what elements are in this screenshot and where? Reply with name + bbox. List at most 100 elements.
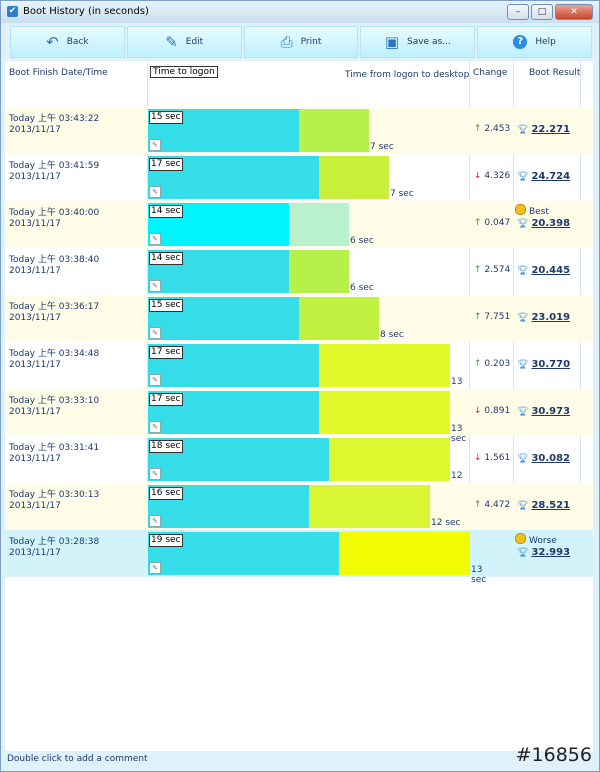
edit-button[interactable]: ✎ Edit (126, 26, 242, 58)
boot-result[interactable]: 🏆︎ 20.445 (517, 265, 570, 276)
boot-row[interactable]: Today 上午 03:41:59 2013/11/17 17 sec ✎ 7 sec ↓… (5, 154, 593, 201)
boot-result[interactable]: 🏆︎ 28.521 (517, 500, 570, 511)
header-time-to-logon[interactable]: Time to logon (150, 66, 218, 78)
arrow-up-icon: ↑ (474, 265, 482, 275)
boot-date: 2013/11/17 (9, 360, 61, 370)
status-bar: Double click to add a comment (1, 751, 599, 771)
change-value: ↑ 0.203 (474, 359, 510, 369)
boot-time-bar: 17 sec✎13 sec (148, 344, 473, 397)
comment-pencil-icon[interactable]: ✎ (149, 468, 161, 480)
arrow-up-icon: ↑ (474, 124, 482, 134)
header-date[interactable]: Boot Finish Date/Time (9, 68, 108, 78)
boot-date: 2013/11/17 (9, 313, 61, 323)
window-title: Boot History (in seconds) (23, 6, 149, 17)
comment-pencil-icon[interactable]: ✎ (149, 139, 161, 151)
comment-pencil-icon[interactable]: ✎ (149, 421, 161, 433)
boot-result[interactable]: 🏆︎ 32.993 (517, 547, 570, 558)
logon-time-bar: 15 sec ✎ (148, 297, 299, 340)
desktop-time-label: 12 sec (431, 518, 461, 528)
logon-time-label: 14 sec (149, 252, 183, 265)
boot-result-value[interactable]: 32.993 (531, 547, 571, 558)
boot-result-value[interactable]: 20.398 (531, 218, 571, 229)
boot-result[interactable]: 🏆︎ 22.271 (517, 124, 570, 135)
result-tag-text: Worse (529, 536, 557, 546)
change-value: ↓ 0.891 (474, 406, 510, 416)
boot-time-bar: 17 sec ✎ 7 sec (148, 156, 473, 199)
boot-history-list[interactable]: Boot Finish Date/Time Time to logon Time… (5, 61, 593, 751)
trophy-icon: 🏆︎ (517, 313, 529, 323)
boot-result-value[interactable]: 20.445 (531, 265, 571, 276)
boot-result-value[interactable]: 24.724 (531, 171, 571, 182)
boot-result[interactable]: 🏆︎ 30.082 (517, 453, 570, 464)
boot-date: 2013/11/17 (9, 172, 61, 182)
trophy-icon: 🏆︎ (517, 125, 529, 135)
boot-row[interactable]: Today 上午 03:43:22 2013/11/17 15 sec ✎ 7 sec ↑… (5, 107, 593, 154)
boot-result-value[interactable]: 30.082 (531, 453, 571, 464)
boot-result-value[interactable]: 28.521 (531, 500, 571, 511)
change-number: 0.047 (484, 218, 511, 228)
boot-day-time: Today 上午 03:36:17 (9, 302, 100, 312)
desktop-time-bar (339, 532, 470, 575)
print-button[interactable]: ⎙ Print (243, 26, 359, 58)
desktop-time-label: 7 sec (390, 189, 414, 199)
header-boot-result[interactable]: Boot Result (529, 68, 581, 78)
boot-date: 2013/11/17 (9, 219, 61, 229)
change-value: ↑ 4.472 (474, 500, 510, 510)
change-number: 7.751 (484, 312, 511, 322)
boot-result-value[interactable]: 30.770 (531, 359, 571, 370)
boot-day-time: Today 上午 03:34:48 (9, 349, 100, 359)
help-button[interactable]: ? Help (477, 26, 592, 58)
header-change[interactable]: Change (473, 68, 508, 78)
logon-time-label: 17 sec (149, 346, 183, 359)
title-bar[interactable]: ✔ Boot History (in seconds) – □ ✕ (1, 1, 599, 23)
boot-row[interactable]: Today 上午 03:33:10 2013/11/17 17 sec ✎ 13 sec… (5, 389, 593, 444)
boot-row[interactable]: Today 上午 03:28:38 2013/11/17 19 sec ✎ 13 sec… (5, 530, 593, 585)
desktop-time-label: 13 sec (471, 565, 487, 585)
boot-result[interactable]: 🏆︎ 23.019 (517, 312, 570, 323)
boot-day-time: Today 上午 03:43:22 (9, 114, 100, 124)
comment-pencil-icon[interactable]: ✎ (149, 233, 161, 245)
boot-time-bar: 14 sec ✎ 6 sec (148, 203, 473, 246)
comment-pencil-icon[interactable]: ✎ (149, 562, 161, 574)
boot-result[interactable]: 🏆︎ 30.973 (517, 406, 570, 417)
logon-time-label: 19 sec (149, 534, 183, 547)
status-hint: Double click to add a comment (7, 754, 148, 764)
trophy-icon: 🏆︎ (517, 548, 529, 558)
boot-result[interactable]: 🏆︎ 20.398 (517, 218, 570, 229)
minimize-button[interactable]: – (507, 4, 529, 20)
boot-result[interactable]: 🏆︎ 24.724 (517, 171, 570, 182)
result-tag: Best (515, 204, 549, 217)
boot-row[interactable]: Today 上午 03:40:00 2013/11/17 14 sec ✎ 6 sec ↑… (5, 201, 593, 248)
trophy-icon: 🏆︎ (517, 501, 529, 511)
maximize-button[interactable]: □ (531, 4, 553, 20)
boot-result[interactable]: 🏆︎ 30.770 (517, 359, 570, 370)
comment-pencil-icon[interactable]: ✎ (149, 327, 161, 339)
comment-pencil-icon[interactable]: ✎ (149, 515, 161, 527)
arrow-up-icon: ↑ (474, 359, 482, 369)
floppy-disk-icon: ▣ (384, 32, 399, 51)
boot-result-value[interactable]: 30.973 (531, 406, 571, 417)
boot-row[interactable]: Today 上午 03:36:17 2013/11/17 15 sec ✎ 8 sec ↑… (5, 295, 593, 342)
boot-result-value[interactable]: 23.019 (531, 312, 571, 323)
comment-pencil-icon[interactable]: ✎ (149, 374, 161, 386)
comment-pencil-icon[interactable]: ✎ (149, 186, 161, 198)
column-headers: Boot Finish Date/Time Time to logon Time… (5, 61, 593, 106)
comment-pencil-icon[interactable]: ✎ (149, 280, 161, 292)
save-as-button[interactable]: ▣ Save as... (360, 26, 476, 58)
boot-row[interactable]: Today 上午 03:38:40 2013/11/17 14 sec ✎ 6 sec ↑… (5, 248, 593, 295)
header-logon-to-desktop[interactable]: Time from logon to desktop (345, 70, 470, 80)
close-button[interactable]: ✕ (555, 4, 593, 20)
toolbar: ↶ Back ✎ Edit ⎙ Print ▣ Save as... ? Help (9, 26, 593, 58)
boot-result-value[interactable]: 22.271 (531, 124, 571, 135)
boot-row[interactable]: Today 上午 03:30:13 2013/11/17 16 sec ✎ 12 sec… (5, 483, 593, 530)
boot-day-time: Today 上午 03:38:40 (9, 255, 100, 265)
trophy-icon: 🏆︎ (517, 266, 529, 276)
back-button[interactable]: ↶ Back (10, 26, 125, 58)
help-question-icon: ? (513, 35, 528, 49)
desktop-time-label: 6 sec (350, 283, 374, 293)
logon-time-bar: 19 sec ✎ (148, 532, 339, 575)
desktop-time-label: 6 sec (350, 236, 374, 246)
